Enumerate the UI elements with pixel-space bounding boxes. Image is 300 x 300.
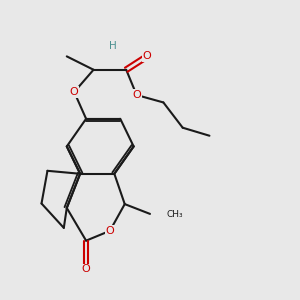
Text: H: H xyxy=(109,41,116,51)
Text: O: O xyxy=(70,87,79,97)
Text: O: O xyxy=(132,90,141,100)
Text: O: O xyxy=(106,226,114,236)
Text: O: O xyxy=(143,51,152,62)
Text: CH₃: CH₃ xyxy=(166,210,183,219)
Text: O: O xyxy=(82,265,91,275)
